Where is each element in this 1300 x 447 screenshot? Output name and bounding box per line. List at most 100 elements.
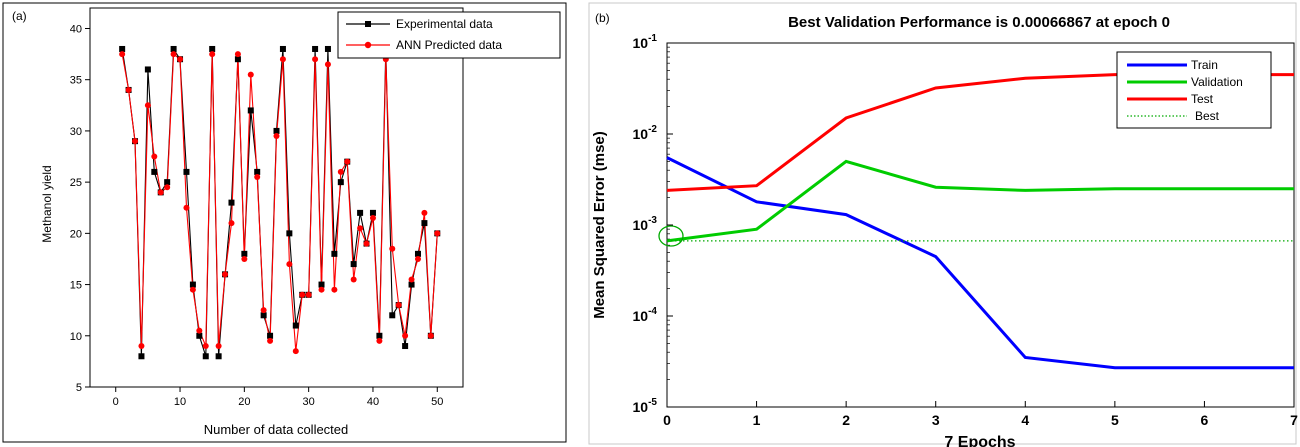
panel-b-title: Best Validation Performance is 0.0006686… [788, 14, 1170, 31]
data-point-ann-predicted [222, 271, 229, 278]
series-line-validation [666, 159, 1294, 243]
data-point-ann-predicted [414, 255, 421, 262]
y-tick-label: 40 [70, 23, 82, 35]
data-point-experimental [357, 209, 364, 216]
data-point-ann-predicted [157, 189, 164, 196]
panel-a-label: (a) [12, 9, 27, 23]
data-point-ann-predicted [144, 102, 151, 109]
data-point-experimental [138, 353, 145, 360]
data-point-experimental [189, 281, 196, 288]
data-point-experimental [292, 322, 299, 329]
data-point-ann-predicted [331, 286, 338, 293]
best-epoch-circle [658, 225, 684, 247]
data-point-experimental [209, 45, 216, 52]
data-point-experimental [408, 281, 415, 288]
data-point-ann-predicted [260, 307, 267, 314]
legend-marker-ann-predicted [364, 41, 372, 49]
data-point-ann-predicted [125, 86, 132, 93]
x-tick-label: 6 [1201, 412, 1209, 428]
data-point-ann-predicted [138, 343, 145, 350]
data-point-experimental [369, 209, 376, 216]
data-point-experimental [144, 66, 151, 73]
data-point-experimental [402, 343, 409, 350]
data-point-experimental [286, 230, 293, 237]
data-point-experimental [241, 250, 248, 257]
data-point-experimental [247, 107, 254, 114]
data-point-ann-predicted [286, 261, 293, 268]
y-tick-label: 15 [70, 280, 82, 292]
data-point-ann-predicted [402, 332, 409, 339]
data-point-ann-predicted [202, 343, 209, 350]
data-point-ann-predicted [215, 343, 222, 350]
y-tick-label: 10-1 [633, 33, 658, 51]
x-tick-label: 2 [842, 412, 850, 428]
data-point-ann-predicted [357, 225, 364, 232]
x-tick-label: 1 [753, 412, 761, 428]
panel-a-legend-box [337, 11, 561, 59]
panel-b-legend: Train Validation Test Best [1116, 51, 1272, 129]
data-point-experimental [170, 45, 177, 52]
data-point-ann-predicted [177, 56, 184, 63]
data-point-ann-predicted [170, 51, 177, 58]
data-point-ann-predicted [312, 56, 319, 63]
y-tick-label: 10-5 [633, 397, 658, 415]
data-point-experimental [234, 56, 241, 63]
x-tick-label: 0 [113, 396, 119, 408]
data-point-experimental [350, 261, 357, 268]
data-point-ann-predicted [209, 51, 216, 58]
panel-b-x-axis-label: 7 Epochs [944, 434, 1015, 447]
data-point-ann-predicted [119, 51, 126, 58]
y-tick-label: 10-3 [633, 215, 658, 233]
data-point-ann-predicted [363, 240, 370, 247]
data-point-ann-predicted [228, 220, 235, 227]
panel-a-series [119, 45, 441, 360]
y-tick-label: 35 [70, 75, 82, 87]
data-point-experimental [324, 45, 331, 52]
panel-b-series [666, 73, 1294, 370]
data-point-experimental [196, 332, 203, 339]
data-point-experimental [421, 220, 428, 227]
y-tick-label: 10 [70, 331, 82, 343]
data-point-ann-predicted [273, 133, 280, 140]
data-point-ann-predicted [427, 332, 434, 339]
data-point-experimental [267, 332, 274, 339]
legend-label-best: Best [1195, 109, 1220, 123]
data-point-ann-predicted [299, 291, 306, 298]
panel-a: (a) 0 10 20 30 40 50 5 10 15 20 25 30 35 40 Number of… [2, 2, 567, 443]
data-point-experimental [151, 168, 158, 175]
x-tick-label: 4 [1021, 412, 1029, 428]
panel-a-x-axis-label: Number of data collected [204, 422, 349, 437]
panel-a-y-axis-label: Methanol yield [40, 165, 54, 242]
panel-a-plot-area [89, 7, 464, 388]
panel-b-frame [588, 2, 1297, 445]
data-point-experimental [260, 312, 267, 319]
data-point-ann-predicted [234, 51, 241, 58]
data-point-ann-predicted [279, 56, 286, 63]
data-point-experimental [183, 168, 190, 175]
y-tick-label: 20 [70, 228, 82, 240]
data-point-ann-predicted [376, 337, 383, 344]
data-point-ann-predicted [369, 214, 376, 221]
legend-label-ann-predicted: ANN Predicted data [396, 38, 502, 52]
y-tick-label: 10-2 [633, 124, 658, 142]
data-point-ann-predicted [254, 174, 261, 181]
x-tick-label: 10 [174, 396, 186, 408]
y-tick-label: 10-4 [633, 306, 658, 324]
data-point-ann-predicted [395, 302, 402, 309]
data-point-experimental [318, 281, 325, 288]
panel-a-axes: 0 10 20 30 40 50 5 10 15 20 25 30 35 40 [70, 23, 444, 408]
data-point-experimental [273, 127, 280, 134]
data-point-ann-predicted [183, 204, 190, 211]
x-tick-label: 3 [932, 412, 940, 428]
data-point-experimental [228, 199, 235, 206]
x-tick-label: 7 [1290, 412, 1298, 428]
data-point-experimental [414, 250, 421, 257]
data-point-ann-predicted [151, 153, 158, 160]
x-tick-label: 50 [431, 396, 443, 408]
x-tick-label: 5 [1111, 412, 1119, 428]
x-tick-label: 0 [663, 412, 671, 428]
panel-b: (b) Best Validation Performance is 0.000… [588, 2, 1298, 447]
data-point-ann-predicted [408, 276, 415, 283]
data-point-experimental [337, 179, 344, 186]
data-point-experimental [215, 353, 222, 360]
